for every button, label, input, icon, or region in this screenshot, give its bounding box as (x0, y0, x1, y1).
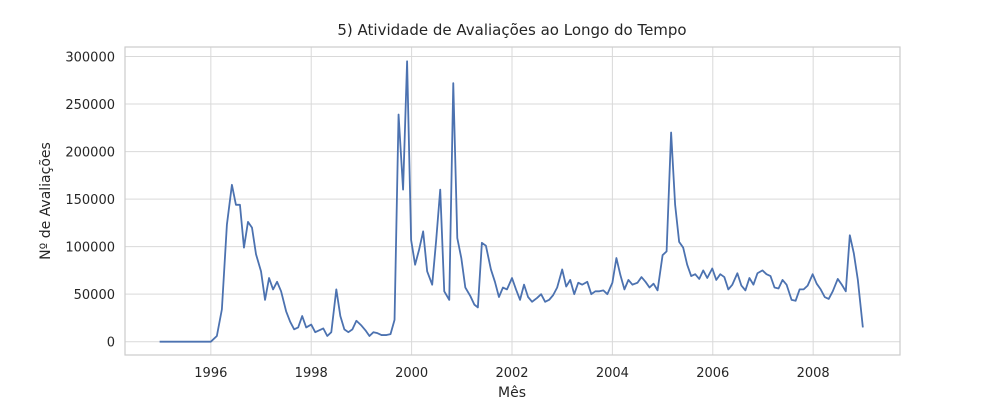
y-tick-label: 300000 (65, 51, 115, 66)
y-axis-label: Nº de Avaliações (38, 142, 54, 260)
data-line (159, 60, 864, 343)
grid-layer (125, 47, 900, 355)
x-tick-label: 1996 (194, 366, 227, 381)
y-tick-label: 0 (107, 336, 115, 351)
x-tick-label: 1998 (295, 366, 328, 381)
y-tick-label: 150000 (65, 193, 115, 208)
x-axis-label: Mês (498, 385, 526, 400)
chart-title: 5) Atividade de Avaliações ao Longo do T… (337, 21, 686, 39)
x-tick-label: 2002 (495, 366, 528, 381)
x-tick-label: 2000 (395, 366, 428, 381)
x-tick-label: 2006 (696, 366, 729, 381)
plot-frame (124, 46, 901, 356)
y-tick-label: 200000 (65, 146, 115, 161)
x-tick-label: 2004 (596, 366, 629, 381)
y-tick-label: 50000 (74, 288, 115, 303)
y-tick-label: 250000 (65, 98, 115, 113)
x-tick-label: 2008 (797, 366, 830, 381)
y-tick-label: 100000 (65, 241, 115, 256)
